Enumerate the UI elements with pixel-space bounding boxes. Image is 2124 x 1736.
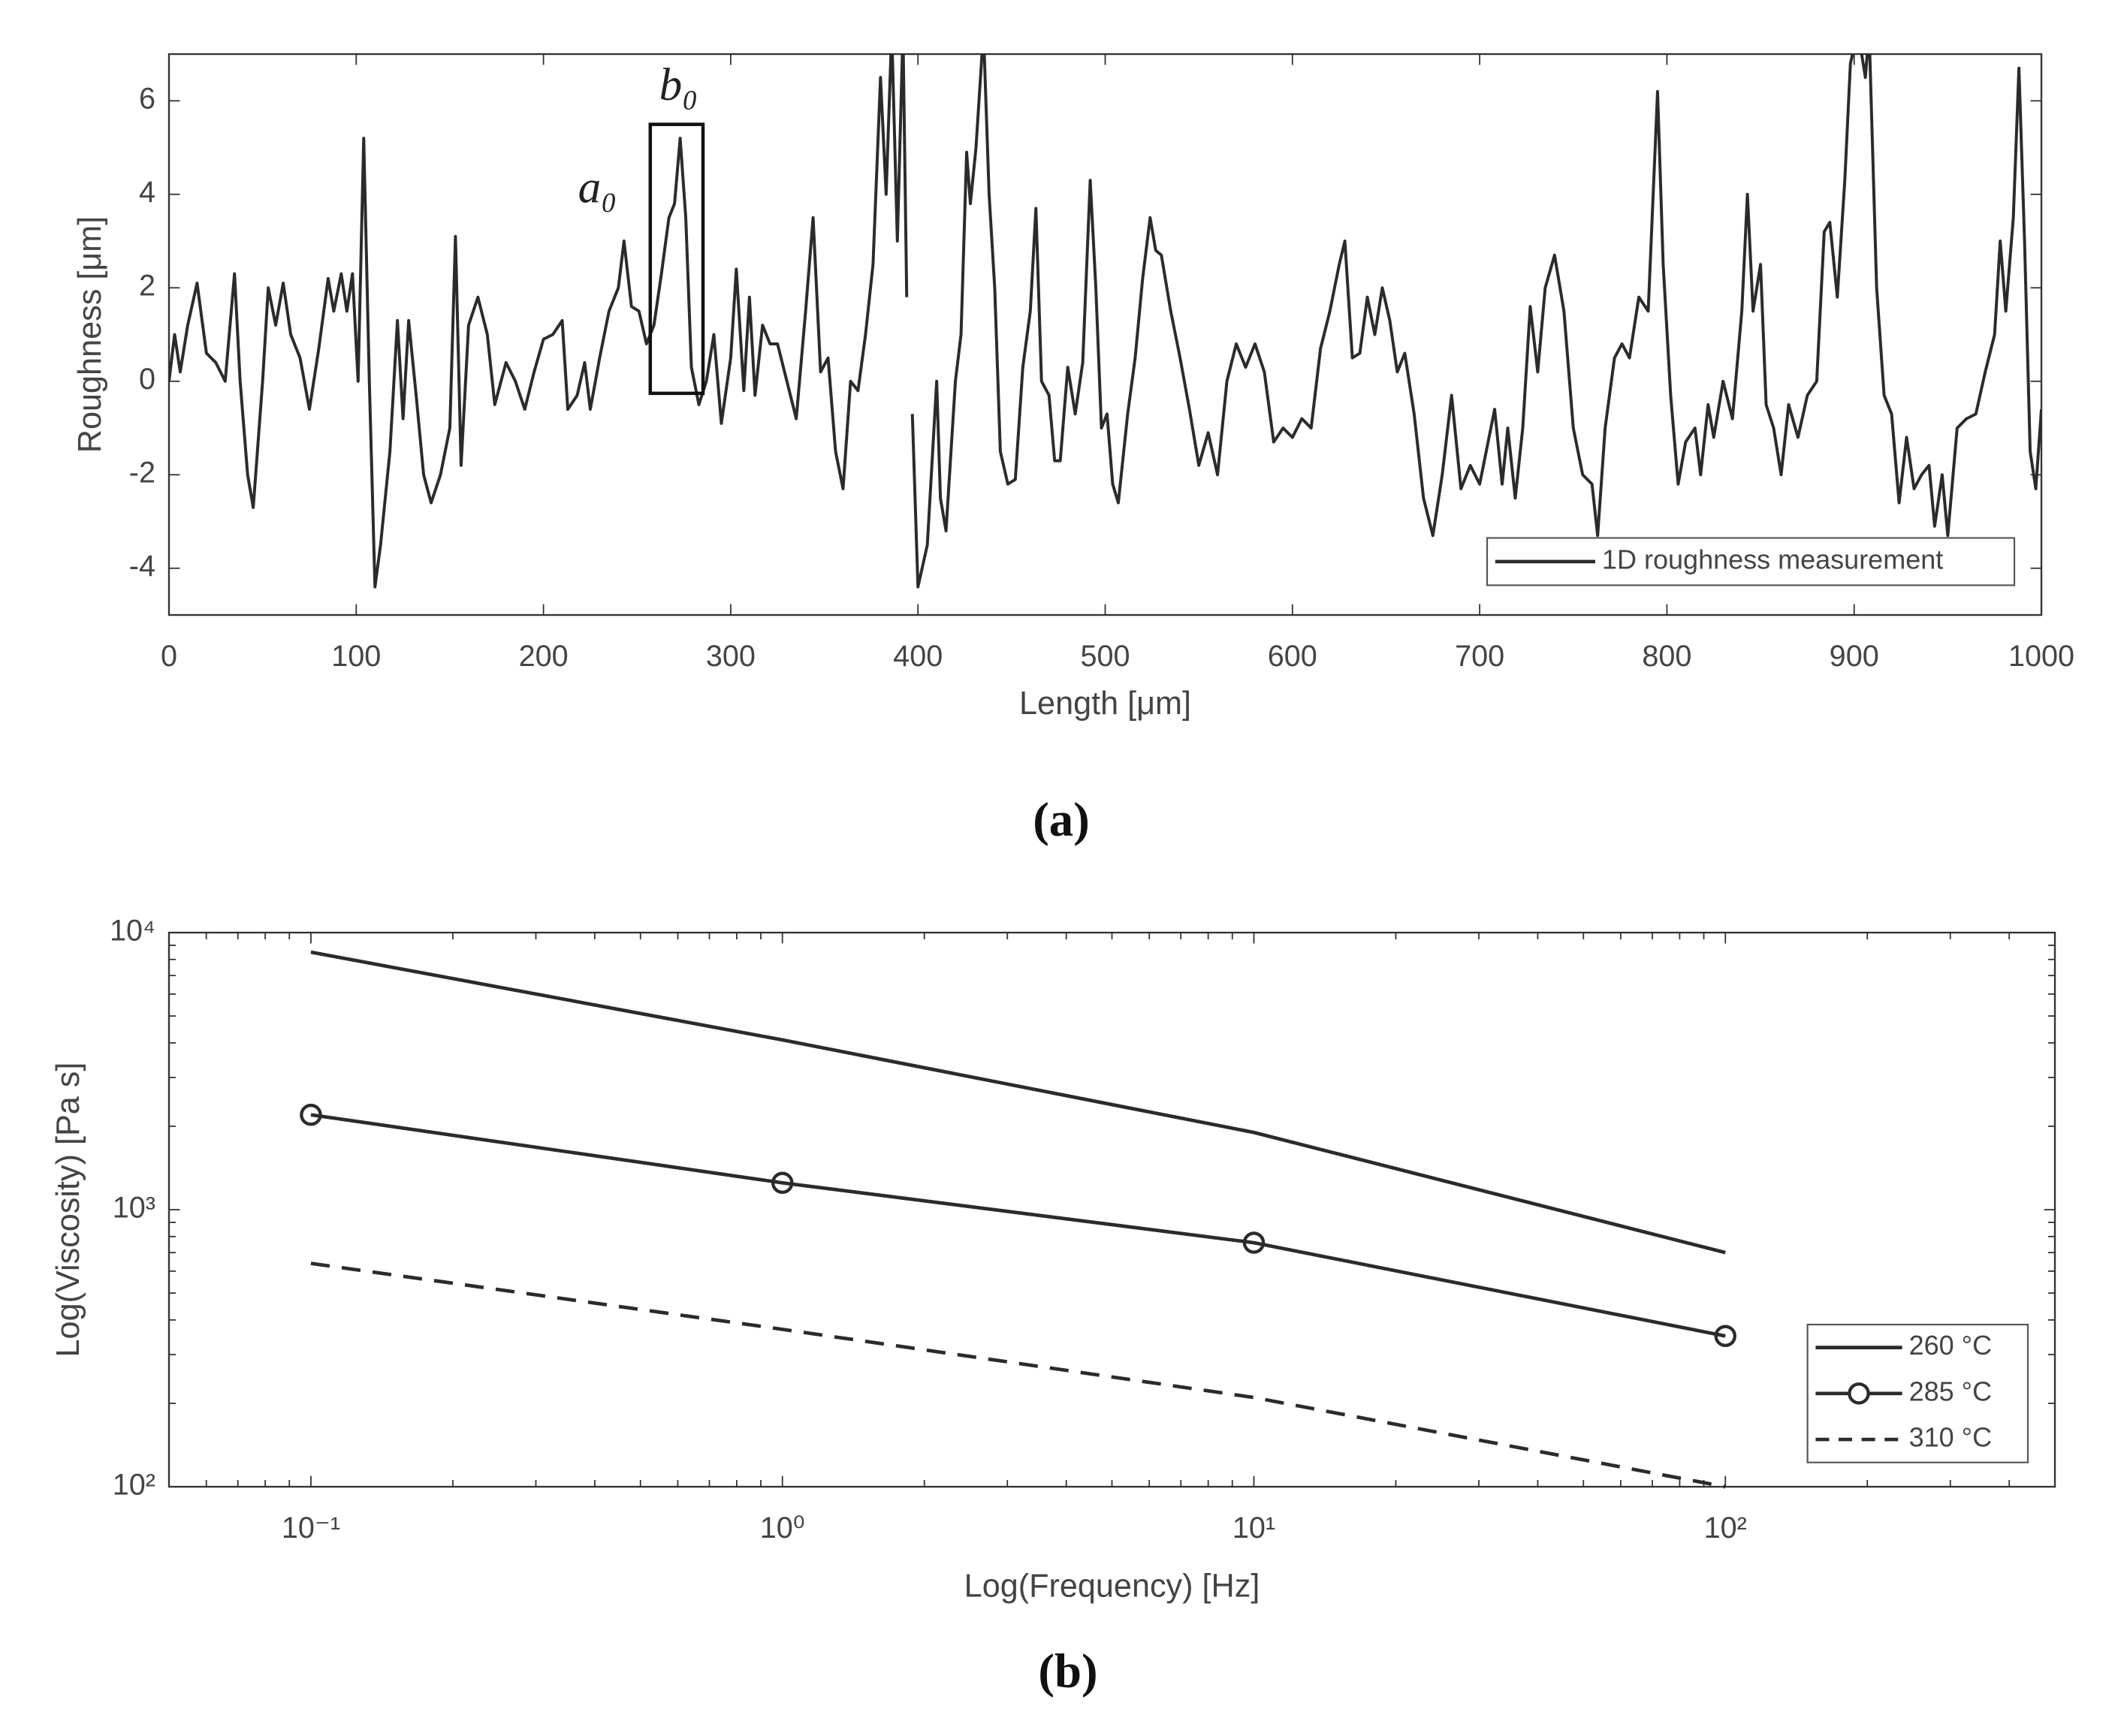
series-line xyxy=(169,54,2042,589)
x-tick-label: 900 xyxy=(1830,640,1879,673)
series-line xyxy=(310,950,1726,1255)
x-tick-label: 200 xyxy=(519,640,569,673)
y-tick-label: 10³ xyxy=(113,1191,155,1224)
data-point xyxy=(771,1171,794,1195)
x-tick-label: 100 xyxy=(331,640,381,673)
y-tick-label: -4 xyxy=(129,550,155,583)
legend-label: 310 °C xyxy=(1909,1422,1992,1453)
x-tick-label: 1000 xyxy=(2008,640,2074,673)
x-tick-label: 10¹ xyxy=(1232,1511,1275,1545)
y-tick-label: 0 xyxy=(139,363,155,396)
x-tick-label: 400 xyxy=(893,640,943,673)
y-axis-label: Roughness [μm] xyxy=(72,216,108,453)
y-tick-label: -2 xyxy=(129,457,155,490)
x-tick-label: 500 xyxy=(1080,640,1130,673)
legend-label: 285 °C xyxy=(1909,1376,1992,1406)
series-line xyxy=(310,1113,1726,1338)
x-axis-label: Length [μm] xyxy=(1019,686,1191,722)
x-tick-label: 600 xyxy=(1268,640,1317,673)
data-point xyxy=(1242,1231,1266,1254)
caption: (a) xyxy=(1033,793,1090,847)
x-axis-label: Log(Frequency) [Hz] xyxy=(964,1568,1260,1604)
plot-area xyxy=(167,53,2043,616)
y-axis-label: Log(Viscosity) [Pa s] xyxy=(50,1062,86,1358)
y-tick-label: 10² xyxy=(113,1468,155,1501)
y-tick-label: 2 xyxy=(139,270,155,303)
x-tick-label: 10⁻¹ xyxy=(282,1511,340,1545)
x-tick-label: 10⁰ xyxy=(760,1511,805,1545)
x-tick-label: 700 xyxy=(1455,640,1504,673)
caption: (b) xyxy=(1038,1644,1097,1698)
series-line xyxy=(310,1261,1726,1489)
legend-marker xyxy=(1848,1382,1870,1405)
legend-label: 1D roughness measurement xyxy=(1602,544,1943,574)
data-point xyxy=(300,1103,322,1126)
annotation: a₀ xyxy=(578,162,617,213)
x-tick-label: 800 xyxy=(1642,640,1691,673)
legend-label: 260 °C xyxy=(1909,1330,1992,1361)
annotation: b₀ xyxy=(659,59,698,110)
x-tick-label: 10² xyxy=(1704,1511,1747,1545)
x-tick-label: 0 xyxy=(161,640,177,673)
y-tick-label: 4 xyxy=(139,176,155,209)
y-tick-label: 10⁴ xyxy=(110,914,155,947)
x-tick-label: 300 xyxy=(706,640,756,673)
plot-area xyxy=(167,931,2056,1488)
y-tick-label: 6 xyxy=(139,83,155,116)
highlight-box xyxy=(648,122,705,396)
data-point xyxy=(1714,1325,1736,1348)
